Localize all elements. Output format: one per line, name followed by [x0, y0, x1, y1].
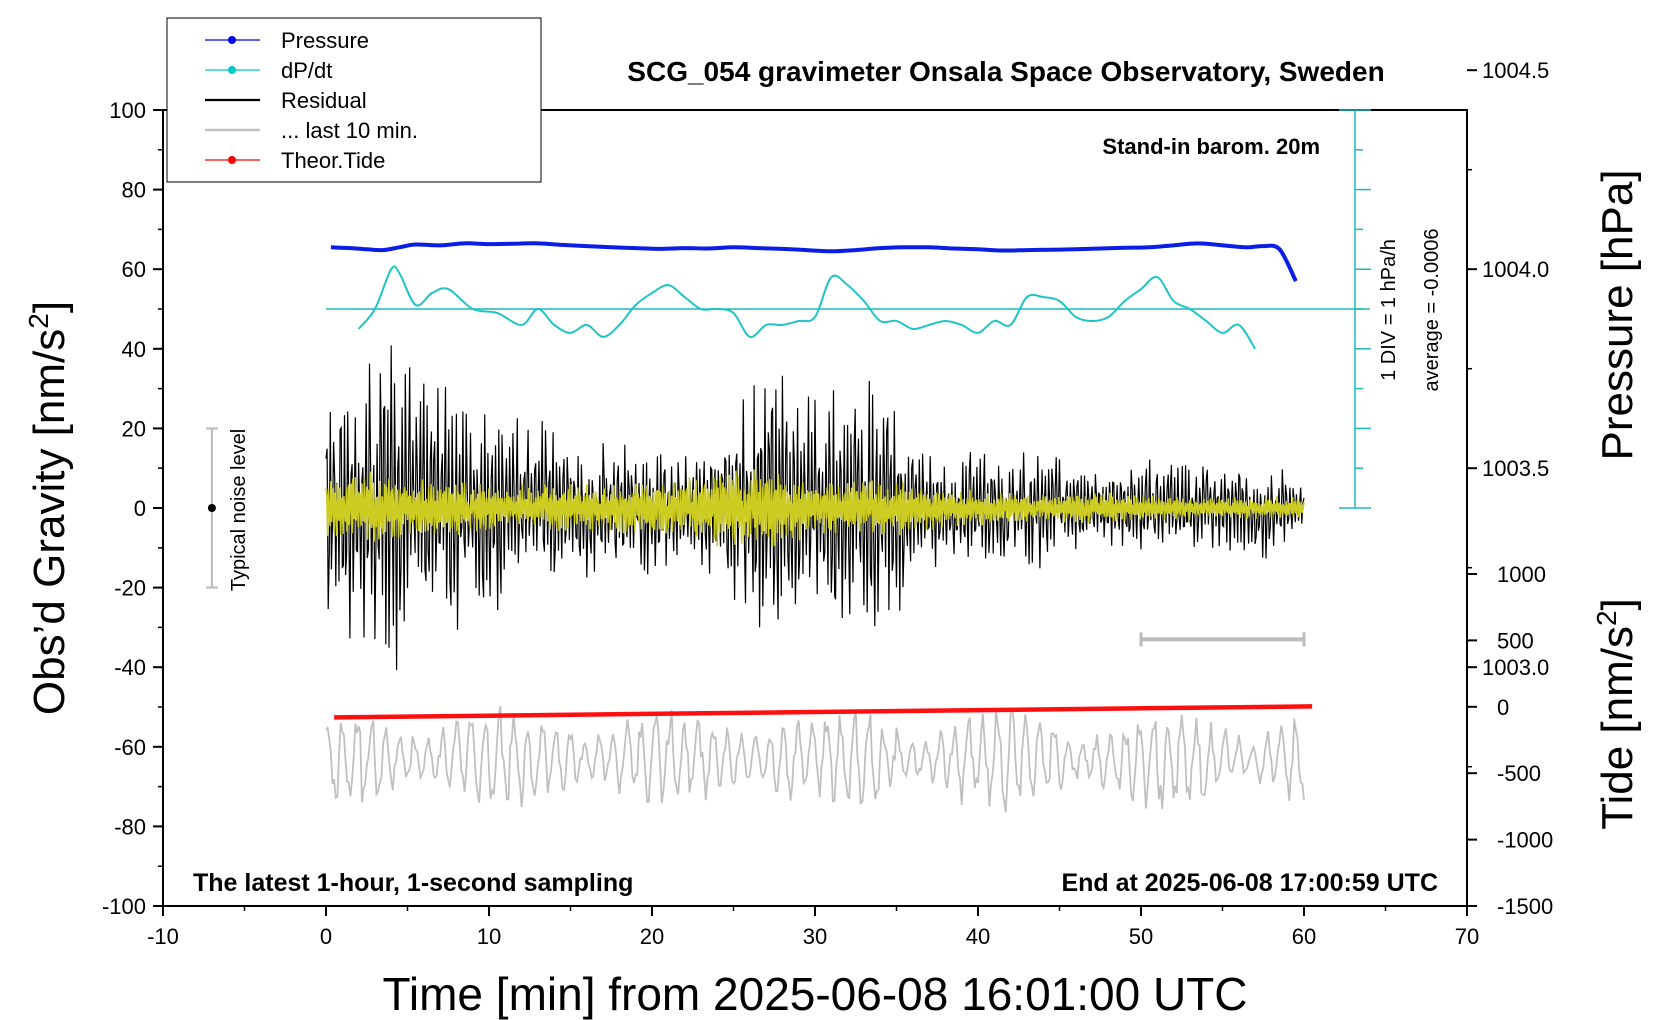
pressure-tick-label: 1003.5	[1482, 456, 1549, 481]
x-tick-label: 70	[1455, 924, 1479, 949]
y-tick-label: 40	[122, 337, 146, 362]
y-axis-label-left-tail: ]	[25, 301, 74, 313]
noise-bar-center	[207, 504, 216, 512]
bottom-left-note: The latest 1-hour, 1-second sampling	[193, 869, 633, 897]
tide-tick-label: -500	[1497, 761, 1541, 786]
series-pressure	[330, 241, 1298, 283]
legend-label: Residual	[281, 88, 367, 113]
series-dpdt	[357, 265, 1256, 350]
series-layer	[205, 109, 1371, 813]
tide-tick-label: 0	[1497, 695, 1509, 720]
x-tick-label: 10	[477, 924, 501, 949]
legend-items: Pressure dP/dt Residual ... last 10 min. The…	[205, 28, 418, 173]
y-tick-label: 20	[122, 416, 146, 441]
series-residual-filtered	[325, 469, 1305, 547]
x-tick-label: -10	[147, 924, 179, 949]
y-axis-label-tide-tail: ]	[1593, 598, 1642, 610]
y-tick-label: -60	[114, 735, 146, 760]
dpdt-scale-note: 1 DIV = 1 hPa/h	[1378, 239, 1400, 381]
bottom-right-note: End at 2025-06-08 17:00:59 UTC	[1061, 869, 1438, 897]
x-axis-label: Time [min] from 2025-06-08 16:01:00 UTC	[383, 968, 1248, 1020]
chart-title: SCG_054 gravimeter Onsala Space Observat…	[627, 56, 1384, 87]
legend-marker	[228, 66, 236, 74]
series-last-10-min	[325, 706, 1305, 813]
y-tick-label: 80	[122, 178, 146, 203]
y-tick-label: 100	[109, 98, 146, 123]
legend-marker	[228, 156, 236, 164]
series-theor-tide	[334, 704, 1313, 720]
y-tick-label: -80	[114, 814, 146, 839]
y-axis-label-left-sup: 2	[23, 313, 54, 329]
series-residual	[325, 345, 1305, 671]
x-tick-label: 0	[320, 924, 332, 949]
legend: Pressure dP/dt Residual ... last 10 min. The…	[166, 17, 542, 183]
noise-level-note: Typical noise level	[228, 429, 250, 591]
pressure-tick-label: 1003.0	[1482, 655, 1549, 680]
legend-label: ... last 10 min.	[281, 118, 418, 143]
tide-tick-label: 500	[1497, 628, 1534, 653]
y-axis-label-tide-sup: 2	[1591, 610, 1622, 626]
tide-tick-label: -1500	[1497, 894, 1553, 919]
ticks-layer: -10 0 10 20 30 40 50 60 70100806040200-20-40-60-…	[102, 58, 1553, 949]
legend-label: Pressure	[281, 28, 369, 53]
x-tick-label: 60	[1292, 924, 1316, 949]
y-tick-label: 0	[134, 496, 146, 521]
pressure-tick-label: 1004.0	[1482, 257, 1549, 282]
barometer-note: Stand-in barom. 20m	[1102, 134, 1320, 159]
x-tick-label: 30	[803, 924, 827, 949]
y-axis-label-left-main: Obs’d Gravity [nm/s	[25, 329, 74, 715]
y-axis-label-tide-main: Tide [nm/s	[1593, 626, 1642, 830]
legend-marker	[228, 36, 236, 44]
y-axis-label-tide: Tide [nm/s2]	[1591, 598, 1642, 830]
y-axis-label-left: Obs’d Gravity [nm/s2]	[23, 301, 74, 715]
y-axis-label-pressure: Pressure [hPa]	[1593, 169, 1642, 460]
y-tick-label: -40	[114, 655, 146, 680]
legend-label: dP/dt	[281, 58, 332, 83]
y-tick-label: -20	[114, 576, 146, 601]
legend-label: Theor.Tide	[281, 148, 385, 173]
y-tick-label: -100	[102, 894, 146, 919]
tide-tick-label: -1000	[1497, 828, 1553, 853]
x-tick-label: 50	[1129, 924, 1153, 949]
x-tick-label: 40	[966, 924, 990, 949]
x-tick-label: 20	[640, 924, 664, 949]
y-tick-label: 60	[122, 257, 146, 282]
dpdt-average-note: average = -0.0006	[1421, 229, 1443, 392]
tide-tick-label: 1000	[1497, 562, 1546, 587]
pressure-tick-label: 1004.5	[1482, 58, 1549, 83]
